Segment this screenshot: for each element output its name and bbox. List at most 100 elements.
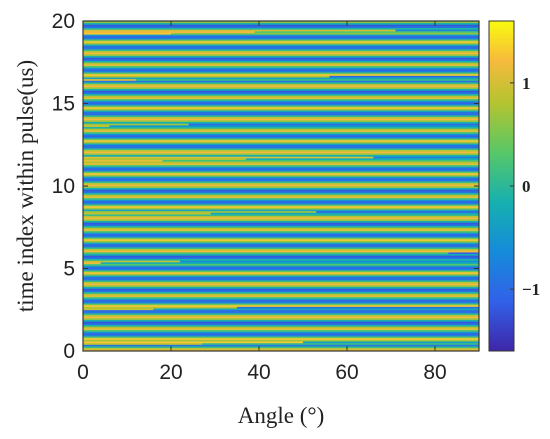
heatmap-cell [83, 273, 479, 276]
heatmap-cell [83, 219, 479, 222]
heatmap-cell [83, 195, 479, 198]
heatmap-cell [83, 98, 479, 101]
heatmap-cell [83, 44, 479, 47]
heatmap-cell [83, 341, 303, 344]
heatmap-cell [83, 181, 479, 184]
heatmap-cell [83, 106, 479, 109]
heatmap-cell [83, 80, 479, 83]
heatmap-cell [83, 222, 479, 225]
heatmap-cell [83, 285, 479, 288]
heatmap-cell [329, 75, 479, 78]
heatmap-cell [316, 210, 479, 213]
heatmap-cell [83, 337, 479, 340]
y-axis: 0 5 10 15 20 [52, 10, 479, 363]
heatmap-cell [83, 228, 479, 231]
heatmap-cell [83, 167, 479, 170]
colorbar-tick-label: 0 [522, 177, 531, 196]
heatmap-cell [83, 157, 246, 160]
heatmap-cell [83, 331, 479, 334]
heatmap-cell [83, 47, 479, 50]
heatmap-cell [83, 133, 479, 136]
heatmap-cell [83, 83, 479, 86]
heatmap-cell [83, 311, 479, 314]
heatmap-cell [83, 182, 479, 185]
heatmap-cell [373, 156, 479, 159]
heatmap-cell [83, 212, 211, 215]
heatmap-cell [83, 308, 154, 311]
heatmap-cell [83, 90, 479, 93]
heatmap-cell [83, 281, 479, 284]
heatmap-cell [83, 169, 479, 172]
heatmap-cell [83, 346, 479, 349]
heatmap-cell [83, 238, 479, 241]
x-tick-label: 20 [159, 361, 182, 384]
heatmap-cell [83, 321, 479, 324]
heatmap-cell [83, 235, 479, 238]
heatmap-cell [210, 212, 479, 215]
heatmap-cell [83, 172, 479, 175]
heatmap-cell [83, 220, 479, 223]
heatmap-cell [83, 129, 479, 132]
heatmap-cell [83, 24, 479, 27]
heatmap-cell [83, 298, 479, 301]
heatmap-cell [83, 199, 479, 202]
heatmap-cell [83, 286, 479, 289]
heatmap-cell [83, 313, 479, 316]
heatmap-cell [83, 200, 479, 203]
heatmap-cell [254, 30, 479, 33]
heatmap-cell [83, 334, 479, 337]
heatmap-cell [83, 111, 479, 114]
heatmap-cell [448, 252, 479, 255]
heatmap-cell [83, 186, 479, 189]
heatmap-cell [303, 341, 479, 344]
x-tick-label: 80 [423, 361, 446, 384]
heatmap-cell [83, 250, 479, 253]
heatmap-cell [83, 299, 479, 302]
heatmap-cell [83, 118, 479, 121]
heatmap-cell [83, 171, 479, 174]
heatmap-cell [83, 270, 479, 273]
heatmap-cell [83, 294, 479, 297]
heatmap-cell [83, 288, 479, 291]
heatmap-cell [83, 32, 171, 35]
heatmap-cell [83, 162, 479, 165]
heatmap-cell [83, 217, 479, 220]
heatmap-cell [83, 324, 479, 327]
heatmap-cell [83, 245, 479, 248]
x-axis: 0 20 40 60 80 [77, 21, 447, 384]
heatmap-cell [83, 255, 479, 258]
heatmap-cell [83, 205, 479, 208]
heatmap-cell [83, 115, 479, 118]
heatmap-cell [83, 143, 479, 146]
heatmap-cell [83, 153, 479, 156]
heatmap-cell [83, 247, 479, 250]
heatmap-cell [83, 63, 479, 66]
heatmap-cell [83, 37, 479, 40]
heatmap-cell [83, 268, 479, 271]
heatmap-cell [83, 87, 479, 90]
x-axis-label: Angle (°) [238, 403, 324, 428]
heatmap-cell [83, 266, 479, 269]
heatmap-cell [83, 209, 479, 212]
heatmap-cell [83, 280, 479, 283]
heatmap-cell [83, 113, 479, 116]
heatmap-cell [83, 303, 479, 306]
heatmap-cell [83, 232, 479, 235]
y-tick-label: 15 [52, 93, 75, 116]
heatmap-cell [83, 336, 479, 339]
heatmap-cell [83, 25, 479, 28]
heatmap-cell [100, 261, 479, 264]
heatmap-cell [83, 214, 479, 217]
heatmap-cell [83, 30, 255, 33]
heatmap-cell [83, 263, 479, 266]
heatmap-cell [83, 243, 479, 246]
x-tick-label: 40 [247, 361, 270, 384]
y-tick-label: 5 [63, 258, 75, 281]
heatmap-cell [83, 50, 479, 53]
heatmap-cell [83, 100, 479, 103]
heatmap-cell [83, 332, 479, 335]
heatmap-cell [83, 161, 479, 164]
heatmap-cell [83, 261, 101, 264]
heatmap-cell [83, 329, 479, 332]
heatmap-cell [83, 316, 479, 319]
